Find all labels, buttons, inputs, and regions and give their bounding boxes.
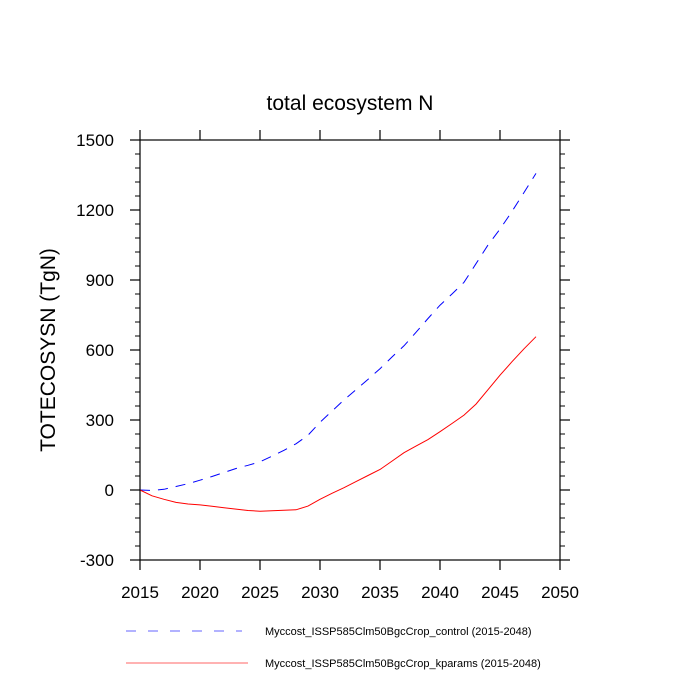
x-tick-label: 2025	[241, 583, 279, 602]
y-tick-label: 1200	[76, 201, 114, 220]
x-tick-label: 2040	[421, 583, 459, 602]
legend-label: Myccost_ISSP585Clm50BgcCrop_kparams (201…	[265, 658, 541, 670]
x-tick-label: 2030	[301, 583, 339, 602]
y-tick-label: 0	[105, 481, 114, 500]
chart-title: total ecosystem N	[267, 92, 434, 115]
series-group	[139, 173, 537, 512]
x-tick-label: 2015	[121, 583, 159, 602]
y-tick-label: 600	[86, 341, 114, 360]
y-tick-label: 300	[86, 411, 114, 430]
plot-frame	[139, 139, 561, 561]
y-tick-label: 900	[86, 271, 114, 290]
axis-ticks: 2015 2020 2025 2030 2035 2040 2045 2050 -300 0 300…	[76, 130, 579, 602]
y-tick-label: 1500	[76, 131, 114, 150]
y-axis-label: TOTECOSYSN (TgN)	[37, 248, 60, 452]
x-tick-label: 2045	[481, 583, 519, 602]
x-tick-label: 2020	[181, 583, 219, 602]
x-tick-label: 2035	[361, 583, 399, 602]
series-line-control	[139, 173, 537, 492]
legend-label: Myccost_ISSP585Clm50BgcCrop_control (201…	[265, 626, 532, 638]
x-tick-label: 2050	[541, 583, 579, 602]
series-line-kparams	[139, 336, 537, 512]
y-tick-label: -300	[80, 551, 114, 570]
legend: Myccost_ISSP585Clm50BgcCrop_control (201…	[126, 626, 541, 670]
